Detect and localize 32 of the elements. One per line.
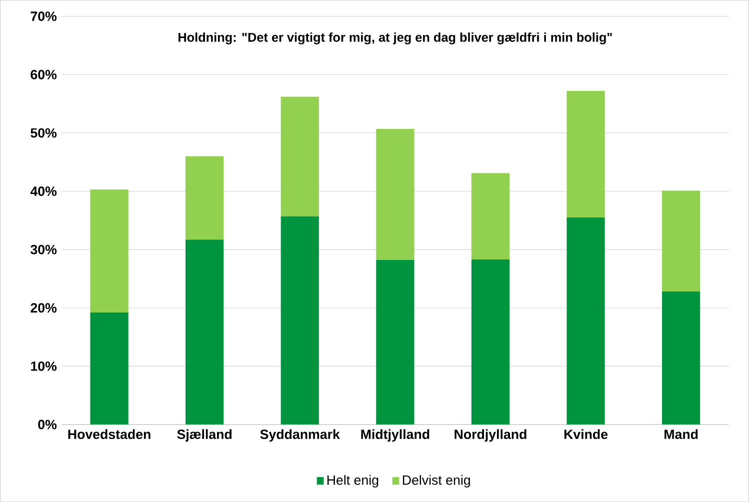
y-tick-label: 60% bbox=[30, 70, 57, 80]
bar bbox=[376, 128, 414, 260]
y-tick-label: 10% bbox=[31, 361, 57, 371]
bar bbox=[280, 96, 319, 216]
y-tick-label: 20% bbox=[30, 303, 57, 313]
x-tick-label: Hovedstaden bbox=[68, 429, 150, 439]
y-tick-label: 70% bbox=[30, 11, 57, 21]
bar bbox=[566, 90, 605, 218]
x-tick-label: Midtjylland bbox=[361, 429, 430, 442]
bar bbox=[471, 259, 510, 424]
x-tick-label: Kvinde bbox=[564, 429, 608, 439]
bar bbox=[280, 216, 319, 424]
legend-label: Helt enig bbox=[327, 474, 378, 488]
bar bbox=[662, 291, 700, 424]
y-tick-label: 50% bbox=[30, 128, 57, 138]
bar bbox=[186, 156, 224, 240]
bar bbox=[566, 217, 605, 424]
y-tick-label: 30% bbox=[30, 244, 57, 254]
x-tick-label: Nordjylland bbox=[454, 429, 526, 442]
bar bbox=[90, 189, 128, 312]
bar bbox=[662, 190, 700, 292]
y-tick-label: 40% bbox=[30, 186, 57, 196]
bar bbox=[90, 312, 128, 424]
x-tick-label: Syddanmark bbox=[260, 429, 340, 442]
bar bbox=[376, 260, 414, 424]
x-tick-label: Mand bbox=[664, 429, 698, 439]
x-tick-label: Sjælland bbox=[177, 429, 232, 442]
legend-label: Delvist enig bbox=[402, 474, 470, 488]
y-tick-label: 0% bbox=[38, 420, 57, 430]
bar bbox=[186, 240, 224, 424]
text: Holdning: "Det er vigtigt for mig, at jeg en dag bliver gældfri i min bolig" bbox=[178, 32, 612, 44]
bar bbox=[471, 173, 510, 260]
